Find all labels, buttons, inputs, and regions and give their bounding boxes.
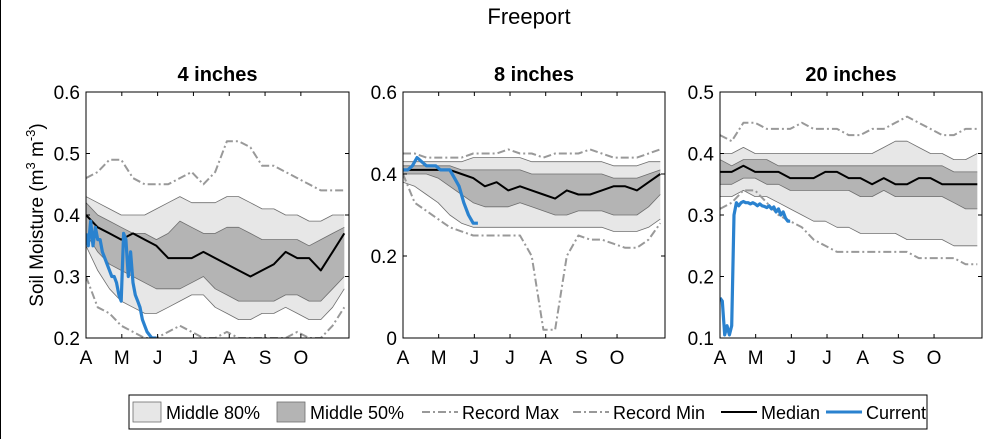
band-edge-p10	[86, 245, 345, 321]
panel-title: 8 inches	[494, 64, 574, 86]
current-line	[403, 156, 478, 225]
x-tick-label: J	[505, 348, 515, 369]
y-tick-label: 0.2	[54, 329, 80, 350]
y-axis-label: Soil Moisture (m3 m-3)	[23, 123, 48, 306]
band-edge-p25	[720, 177, 978, 210]
current-line	[720, 199, 791, 337]
y-tick-label: 0.4	[688, 145, 715, 166]
x-tick-label: A	[539, 348, 552, 369]
plot-frame	[402, 91, 666, 339]
panel-3: 0.10.20.30.40.5A M J J A S O20 inches	[688, 64, 983, 369]
x-tick-label: O	[293, 348, 308, 369]
chart-panels: 0.20.30.40.50.6A M J J A S O4 inches00.20.40.6…	[54, 64, 983, 369]
x-tick-label: A	[80, 348, 93, 369]
panel-1: 0.20.30.40.50.6A M J J A S O4 inches	[54, 64, 350, 369]
legend-label-band50: Middle 50%	[310, 403, 404, 423]
record-max-line	[403, 148, 661, 159]
band-edge-p75	[86, 202, 345, 247]
x-tick-label: O	[927, 348, 942, 369]
x-tick-label: J	[189, 348, 199, 369]
y-tick-label: 0.4	[371, 165, 398, 186]
x-tick-label: S	[575, 348, 588, 369]
band-edge-p10	[403, 181, 661, 232]
plot-content	[86, 140, 346, 338]
x-tick-label: O	[610, 348, 625, 369]
legend-label-median: Median	[761, 403, 820, 423]
plot-content	[403, 148, 662, 331]
median-line	[86, 214, 346, 278]
current-line	[86, 219, 157, 338]
band-edge-p75	[720, 159, 978, 173]
band-middle-50	[86, 202, 345, 302]
legend-swatch-band50	[276, 401, 306, 423]
x-tick-label: M	[114, 348, 130, 369]
x-tick-label: J	[822, 348, 832, 369]
x-tick-label: J	[470, 348, 480, 369]
legend-label-current: Current	[866, 403, 926, 423]
record-min-line	[86, 276, 346, 338]
y-tick-label: 0.2	[371, 247, 397, 268]
x-tick-label: S	[259, 348, 272, 369]
band-edge-p90	[86, 196, 345, 222]
x-tick-label: A	[397, 348, 410, 369]
band-edge-p10	[720, 189, 978, 247]
record-max-line	[86, 140, 345, 192]
panel-2: 00.20.40.6A M J J A S O8 inches	[371, 64, 666, 369]
legend: Middle 80% Middle 50% Record Max Record Min…	[128, 394, 928, 430]
y-tick-label: 0.1	[688, 329, 714, 350]
y-tick-label: 0.6	[371, 83, 397, 104]
legend-label-recmin: Record Min	[613, 403, 705, 423]
record-max-line	[720, 115, 978, 143]
y-tick-label: 0.3	[54, 268, 80, 289]
legend-box	[128, 394, 928, 430]
x-tick-label: A	[714, 348, 727, 369]
median-line	[720, 164, 978, 186]
record-min-line	[720, 189, 978, 266]
y-tick-label: 0.4	[54, 206, 81, 227]
plot-content	[720, 115, 978, 337]
y-tick-label: 0.5	[54, 145, 80, 166]
panel-title: 20 inches	[805, 64, 896, 86]
y-tick-label: 0.6	[54, 83, 80, 104]
band-edge-p90	[720, 140, 978, 161]
band-edge-p90	[403, 157, 661, 167]
x-tick-label: S	[892, 348, 905, 369]
x-tick-label: A	[856, 348, 869, 369]
figure-title: Freeport	[487, 4, 570, 29]
y-tick-label: 0.3	[688, 206, 714, 227]
record-min-line	[403, 173, 662, 331]
panel-title: 4 inches	[177, 64, 257, 86]
x-tick-label: J	[153, 348, 163, 369]
y-tick-label: 0.5	[688, 83, 714, 104]
x-tick-label: M	[748, 348, 764, 369]
x-tick-label: M	[431, 348, 447, 369]
y-tick-label: 0	[386, 329, 397, 350]
left-border	[0, 0, 1, 439]
legend-label-band80: Middle 80%	[166, 403, 260, 423]
band-edge-p75	[403, 165, 661, 179]
y-tick-label: 0.2	[688, 268, 714, 289]
x-tick-label: J	[787, 348, 797, 369]
band-edge-p25	[403, 173, 661, 216]
legend-swatch-band80	[132, 401, 162, 423]
legend-label-recmax: Record Max	[462, 403, 559, 423]
x-tick-label: A	[223, 348, 236, 369]
